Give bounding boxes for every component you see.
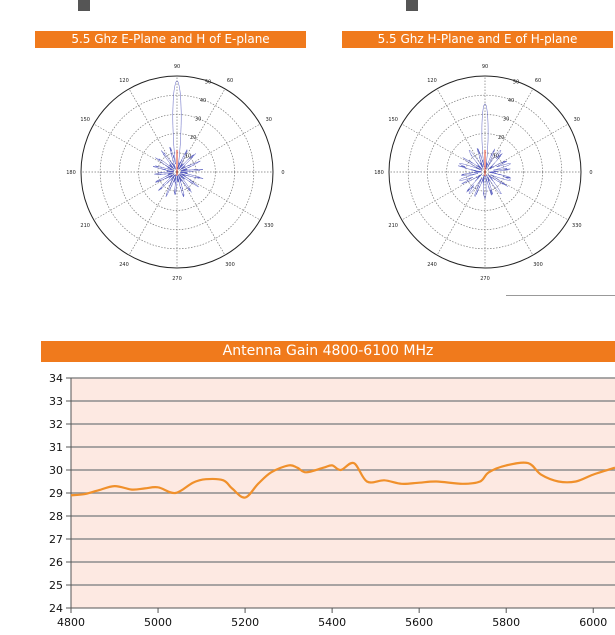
y-tick-label: 27 bbox=[49, 533, 63, 546]
polar-angle-label: 330 bbox=[264, 223, 274, 229]
x-tick-label: 4800 bbox=[57, 616, 85, 629]
polar-angle-label: 120 bbox=[427, 78, 437, 84]
polar-angle-label: 180 bbox=[66, 170, 76, 176]
polar-angle-label: 300 bbox=[533, 262, 543, 268]
y-tick-label: 25 bbox=[49, 579, 63, 592]
gain-chart-title: Antenna Gain 4800-6100 MHz bbox=[41, 341, 615, 362]
polar-angle-label: 30 bbox=[574, 117, 580, 123]
y-tick-label: 29 bbox=[49, 487, 63, 500]
polar-chart-2-title: 5.5 Ghz H-Plane and E of H-plane bbox=[342, 31, 613, 48]
polar-spoke bbox=[176, 171, 226, 256]
polar-spoke bbox=[436, 88, 486, 173]
polar-angle-label: 90 bbox=[482, 64, 488, 70]
x-tick-label: 6000 bbox=[579, 616, 607, 629]
polar-spoke bbox=[176, 123, 261, 173]
polar-ring bbox=[138, 133, 216, 211]
polar-pattern-trace bbox=[152, 80, 204, 197]
polar-radial-label: 40 bbox=[200, 98, 206, 104]
polar-ring bbox=[388, 75, 582, 269]
polar-angle-label: 0 bbox=[281, 170, 284, 176]
polar-spoke bbox=[484, 171, 534, 256]
polar-radial-label: 10 bbox=[185, 153, 191, 159]
gain-chart: 24 25 26 27 28 29 30 31 32 33 34 4800 5000 5200 5400 56… bbox=[49, 372, 615, 629]
x-tick-label: 5200 bbox=[231, 616, 259, 629]
polar-angle-label: 210 bbox=[80, 223, 90, 229]
polar-angle-label: 240 bbox=[427, 262, 437, 268]
polar-angle-label: 120 bbox=[119, 78, 129, 84]
polar-radial-label: 10 bbox=[493, 153, 499, 159]
polar-angle-label: 150 bbox=[80, 117, 90, 123]
polar-spoke bbox=[128, 171, 178, 256]
x-tick-label: 5000 bbox=[144, 616, 172, 629]
polar-angle-label: 330 bbox=[572, 223, 582, 229]
x-tick-label: 5400 bbox=[318, 616, 346, 629]
top-bar-right bbox=[406, 0, 418, 11]
polar-angle-label: 270 bbox=[480, 276, 490, 282]
polar-pattern-trace bbox=[458, 103, 511, 200]
polar-angle-label: 30 bbox=[266, 117, 272, 123]
polar-radial-label: 50 bbox=[205, 79, 211, 85]
polar-spoke bbox=[436, 171, 486, 256]
polar-angle-label: 0 bbox=[589, 170, 592, 176]
polar-angle-label: 270 bbox=[172, 276, 182, 282]
gain-series-line bbox=[70, 461, 615, 499]
polar-angle-label: 90 bbox=[174, 64, 180, 70]
polar-ring bbox=[407, 94, 563, 250]
polar-angle-label: 300 bbox=[225, 262, 235, 268]
polar-spoke bbox=[128, 88, 178, 173]
polar-angle-label: 60 bbox=[227, 78, 233, 84]
polar-radial-label: 30 bbox=[195, 116, 201, 122]
x-tick-label: 5800 bbox=[492, 616, 520, 629]
polar-radial-label: 50 bbox=[513, 79, 519, 85]
polar-radial-label: 20 bbox=[190, 135, 196, 141]
top-bar-left bbox=[78, 0, 90, 11]
polar-spoke bbox=[93, 171, 178, 221]
polar-ring bbox=[446, 133, 524, 211]
polar-radial-label: 20 bbox=[498, 135, 504, 141]
polar-chart-1-title: 5.5 Ghz E-Plane and H of E-plane bbox=[35, 31, 306, 48]
polar-spoke bbox=[401, 171, 486, 221]
y-tick-label: 32 bbox=[49, 418, 63, 431]
divider-line bbox=[506, 295, 615, 296]
polar-angle-label: 60 bbox=[535, 78, 541, 84]
y-tick-label: 33 bbox=[49, 395, 63, 408]
polar-ring bbox=[99, 94, 255, 250]
polar-radial-label: 30 bbox=[503, 116, 509, 122]
polar-radial-label: 40 bbox=[508, 98, 514, 104]
y-tick-label: 28 bbox=[49, 510, 63, 523]
polar-angle-label: 210 bbox=[388, 223, 398, 229]
y-tick-label: 31 bbox=[49, 441, 63, 454]
polar-ring bbox=[80, 75, 274, 269]
polar-spoke bbox=[93, 123, 178, 173]
polar-spoke bbox=[176, 171, 261, 221]
x-tick-label: 5600 bbox=[405, 616, 433, 629]
y-tick-label: 34 bbox=[49, 372, 63, 385]
polar-angle-label: 150 bbox=[388, 117, 398, 123]
y-tick-label: 26 bbox=[49, 556, 63, 569]
y-tick-label: 24 bbox=[49, 602, 63, 615]
y-tick-label: 30 bbox=[49, 464, 63, 477]
polar-angle-label: 180 bbox=[374, 170, 384, 176]
polar-angle-label: 240 bbox=[119, 262, 129, 268]
